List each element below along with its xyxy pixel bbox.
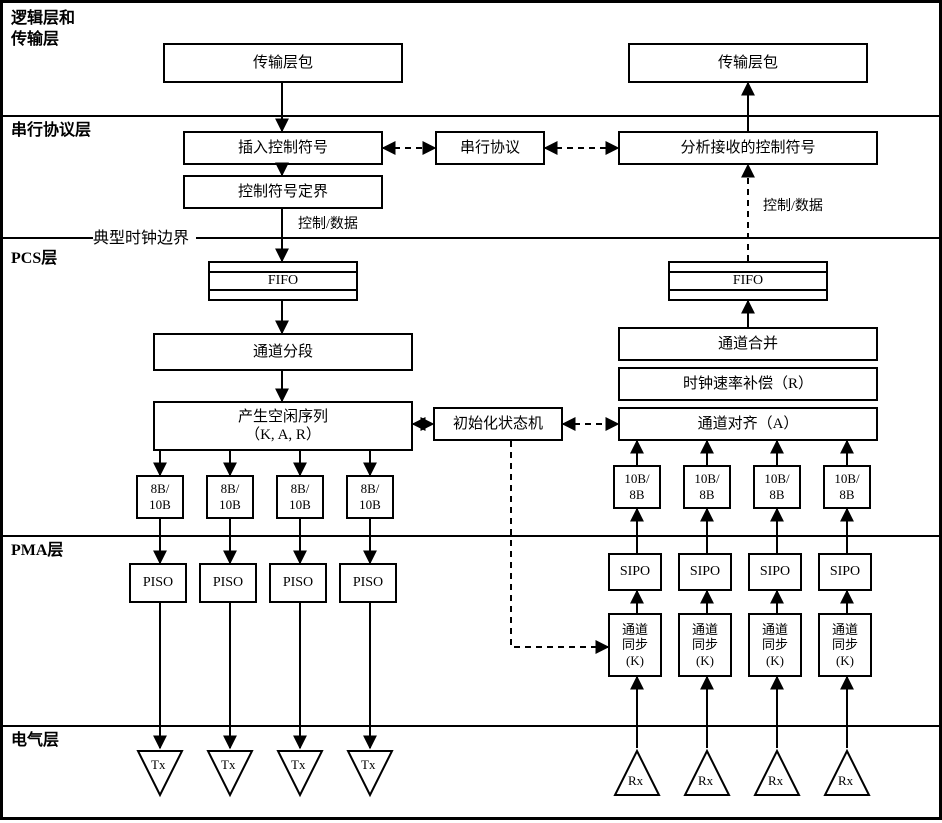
rx-fifo: FIFO bbox=[668, 261, 828, 301]
section-line-3 bbox=[3, 535, 939, 537]
tx-enc-0: 8B/ 10B bbox=[136, 475, 184, 519]
rx-sipo-0: SIPO bbox=[608, 553, 662, 591]
tx-ctrl-delim: 控制符号定界 bbox=[183, 175, 383, 209]
rx-tri-0: Rx bbox=[628, 773, 643, 789]
layer-label-serial: 串行协议层 bbox=[11, 121, 91, 142]
section-line-2a bbox=[3, 237, 93, 239]
tx-tri-1: Tx bbox=[221, 757, 235, 773]
rx-sipo-2: SIPO bbox=[748, 553, 802, 591]
rx-lane-merge: 通道合并 bbox=[618, 327, 878, 361]
rx-sipo-1: SIPO bbox=[678, 553, 732, 591]
rx-tri-3: Rx bbox=[838, 773, 853, 789]
tx-tri-0: Tx bbox=[151, 757, 165, 773]
tx-ctrl-data-label: 控制/数据 bbox=[298, 213, 358, 233]
rx-sync-1: 通道 同步 (K) bbox=[678, 613, 732, 677]
diagram-root: 逻辑层和 传输层 串行协议层 典型时钟边界 PCS层 PMA层 电气层 传输层包… bbox=[0, 0, 942, 820]
tx-insert-ctrl: 插入控制符号 bbox=[183, 131, 383, 165]
tx-fifo-label: FIFO bbox=[264, 273, 302, 289]
rx-dec-2: 10B/ 8B bbox=[753, 465, 801, 509]
rx-dec-1: 10B/ 8B bbox=[683, 465, 731, 509]
rx-dec-0: 10B/ 8B bbox=[613, 465, 661, 509]
rx-sync-3: 通道 同步 (K) bbox=[818, 613, 872, 677]
rx-sync-0: 通道 同步 (K) bbox=[608, 613, 662, 677]
rx-sync-2: 通道 同步 (K) bbox=[748, 613, 802, 677]
tx-lane-seg: 通道分段 bbox=[153, 333, 413, 371]
layer-label-electrical: 电气层 bbox=[11, 731, 59, 752]
tx-piso-0: PISO bbox=[129, 563, 187, 603]
layer-label-pma: PMA层 bbox=[11, 541, 63, 562]
tx-enc-3: 8B/ 10B bbox=[346, 475, 394, 519]
init-state-machine: 初始化状态机 bbox=[433, 407, 563, 441]
rx-ctrl-data-label: 控制/数据 bbox=[763, 195, 823, 215]
layer-label-logic: 逻辑层和 传输层 bbox=[11, 9, 75, 51]
tx-enc-2: 8B/ 10B bbox=[276, 475, 324, 519]
tx-piso-3: PISO bbox=[339, 563, 397, 603]
rx-fifo-label: FIFO bbox=[729, 273, 767, 289]
tx-tri-3: Tx bbox=[361, 757, 375, 773]
section-line-2b bbox=[196, 237, 939, 239]
rx-tri-2: Rx bbox=[768, 773, 783, 789]
tx-fifo: FIFO bbox=[208, 261, 358, 301]
rx-clock-comp: 时钟速率补偿（R） bbox=[618, 367, 878, 401]
tx-piso-2: PISO bbox=[269, 563, 327, 603]
rx-lane-align: 通道对齐（A） bbox=[618, 407, 878, 441]
tx-transport-packet: 传输层包 bbox=[163, 43, 403, 83]
tx-tri-2: Tx bbox=[291, 757, 305, 773]
section-line-1 bbox=[3, 115, 939, 117]
rx-transport-packet: 传输层包 bbox=[628, 43, 868, 83]
layer-label-clockboundary: 典型时钟边界 bbox=[93, 229, 189, 250]
rx-tri-1: Rx bbox=[698, 773, 713, 789]
layer-label-pcs: PCS层 bbox=[11, 249, 57, 270]
tx-enc-1: 8B/ 10B bbox=[206, 475, 254, 519]
tx-idle-seq: 产生空闲序列 （K, A, R） bbox=[153, 401, 413, 451]
section-line-4 bbox=[3, 725, 939, 727]
tx-piso-1: PISO bbox=[199, 563, 257, 603]
rx-parse-ctrl: 分析接收的控制符号 bbox=[618, 131, 878, 165]
rx-sipo-3: SIPO bbox=[818, 553, 872, 591]
serial-protocol-box: 串行协议 bbox=[435, 131, 545, 165]
rx-dec-3: 10B/ 8B bbox=[823, 465, 871, 509]
